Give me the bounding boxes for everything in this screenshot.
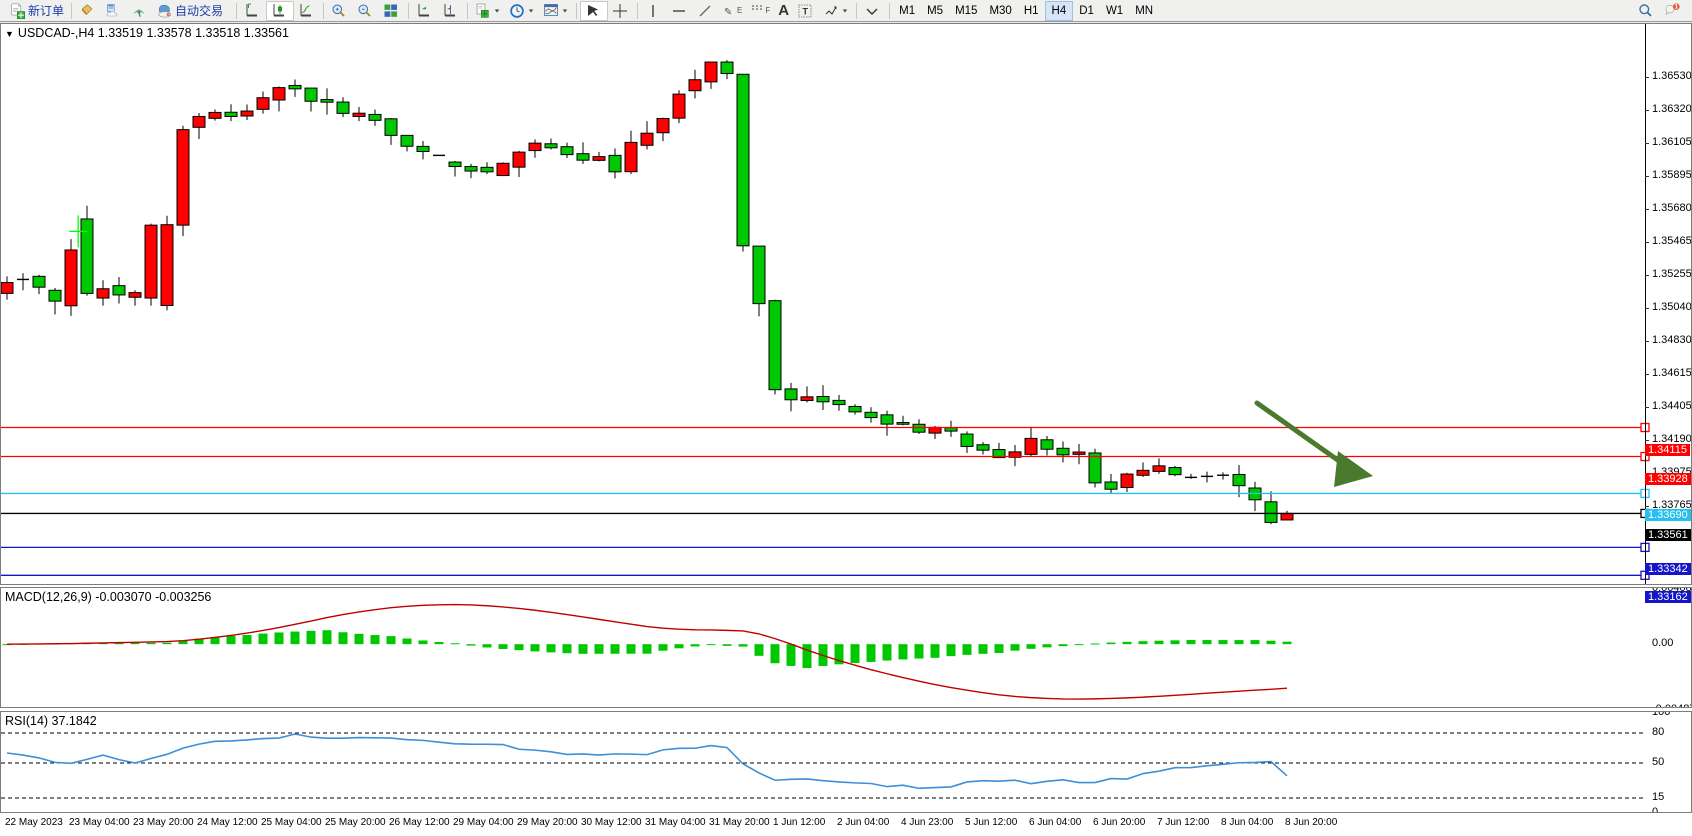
svg-text:✎: ✎ <box>724 7 732 18</box>
svg-text:T: T <box>803 6 809 16</box>
